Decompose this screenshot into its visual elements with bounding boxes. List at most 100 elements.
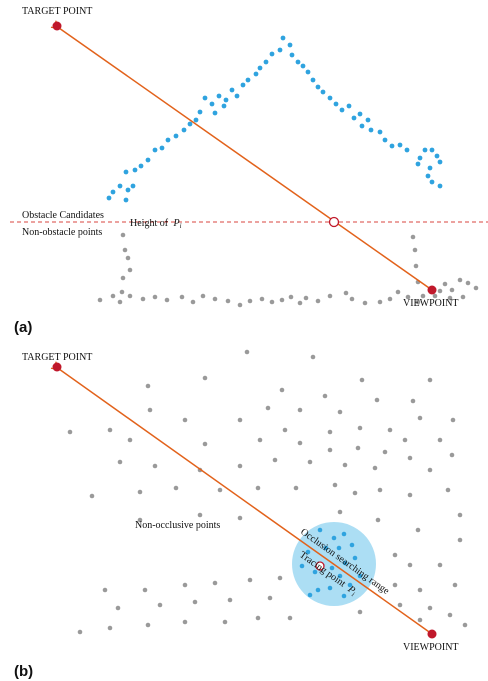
non-occlusive-point <box>407 455 413 461</box>
non-occlusive-point <box>417 415 423 421</box>
obstacle-point <box>377 129 383 135</box>
obstacle-point <box>404 147 410 153</box>
non-occlusive-point <box>192 599 198 605</box>
sight-ray <box>59 28 433 291</box>
non-occlusive-point <box>374 397 380 403</box>
non-occlusive-point <box>437 562 443 568</box>
non-occlusive-point <box>137 489 143 495</box>
ground-point <box>225 298 231 304</box>
ground-point <box>412 247 418 253</box>
ground-point <box>465 280 471 286</box>
ground-point <box>420 293 426 299</box>
non-occlusive-point <box>237 463 243 469</box>
obstacle-point <box>212 110 218 116</box>
obstacle-point <box>327 95 333 101</box>
non-occlusive-point <box>337 509 343 515</box>
non-occlusive-point <box>237 515 243 521</box>
ground-point <box>432 293 438 299</box>
ground-point <box>387 296 393 302</box>
non-occlusive-point <box>237 417 243 423</box>
non-occlusive-point <box>244 349 250 355</box>
ground-point <box>413 263 419 269</box>
non-occlusive-point <box>182 417 188 423</box>
ground-point <box>303 295 309 301</box>
non-occlusive-point <box>222 619 228 625</box>
non-occlusive-point <box>307 459 313 465</box>
non-occlusive-point <box>449 452 455 458</box>
panel-a-label: (a) <box>14 319 32 336</box>
ground-point <box>152 294 158 300</box>
non-occlusive-point <box>415 527 421 533</box>
occlusive-point <box>341 593 347 599</box>
panel-b: TARGET POINT VIEWPOINT Non-occlusive poi… <box>14 349 468 680</box>
obstacle-point <box>181 127 187 133</box>
occlusive-point <box>323 545 329 551</box>
non-occlusive-point <box>67 429 73 435</box>
obstacle-point <box>257 65 263 71</box>
non-occlusive-point <box>137 517 143 523</box>
non-occlusive-point <box>227 597 233 603</box>
obstacle-point <box>223 97 229 103</box>
obstacle-point <box>359 123 365 129</box>
non-occlusive-point <box>297 407 303 413</box>
obstacle-point <box>425 173 431 179</box>
non-occlusive-point <box>372 465 378 471</box>
non-occlusive-point <box>127 437 133 443</box>
obstacle-point <box>245 77 251 83</box>
obstacle-point <box>434 153 440 159</box>
obstacle-point <box>123 169 129 175</box>
occlusive-point <box>329 565 335 571</box>
ground-point <box>377 299 383 305</box>
ground-point <box>97 297 103 303</box>
obstacle-point <box>289 52 295 58</box>
non-occlusive-point <box>277 575 283 581</box>
obstacle-point <box>351 115 357 121</box>
obstacle-point <box>346 103 352 109</box>
non-occlusive-point <box>342 462 348 468</box>
obstacle-point <box>357 111 363 117</box>
non-occlusive-point <box>255 485 261 491</box>
non-occlusive-point <box>107 625 113 631</box>
ground-point <box>110 293 116 299</box>
non-occlusive-point <box>293 485 299 491</box>
obstacle-point <box>123 197 129 203</box>
ground-point <box>164 297 170 303</box>
ground-point <box>410 234 416 240</box>
occlusive-point <box>307 592 313 598</box>
obstacle-point <box>216 93 222 99</box>
non-obstacle-points <box>97 232 479 308</box>
non-occlusive-point <box>375 517 381 523</box>
non-occlusive-point <box>392 582 398 588</box>
obstacle-point <box>132 167 138 173</box>
obstacle-point <box>305 69 311 75</box>
occlusive-point <box>336 545 342 551</box>
non-occlusive-point <box>327 429 333 435</box>
ground-point <box>127 267 133 273</box>
obstacle-point <box>209 101 215 107</box>
non-occlusive-point <box>142 587 148 593</box>
height-label-symbol: P <box>173 218 180 229</box>
non-occlusive-point <box>407 562 413 568</box>
obstacle-point <box>187 121 193 127</box>
ground-point <box>457 277 463 283</box>
occlusive-point <box>342 560 348 566</box>
non-occlusive-point <box>357 425 363 431</box>
non-occlusive-point <box>382 449 388 455</box>
obstacle-point <box>417 155 423 161</box>
obstacle-point <box>437 183 443 189</box>
ground-point <box>315 298 321 304</box>
obstacle-point <box>193 117 199 123</box>
non-occlusive-point <box>102 587 108 593</box>
ground-point <box>362 300 368 306</box>
non-occlusive-point <box>417 617 423 623</box>
obstacle-point <box>269 51 275 57</box>
obstacle-point <box>234 93 240 99</box>
non-occlusive-point <box>407 492 413 498</box>
obstacle-point <box>110 189 116 195</box>
ground-point <box>279 297 285 303</box>
obstacle-point <box>106 195 112 201</box>
obstacle-point <box>277 47 283 53</box>
obstacle-point <box>125 187 131 193</box>
non-occlusive-point <box>255 615 261 621</box>
target-point-b <box>52 362 62 372</box>
